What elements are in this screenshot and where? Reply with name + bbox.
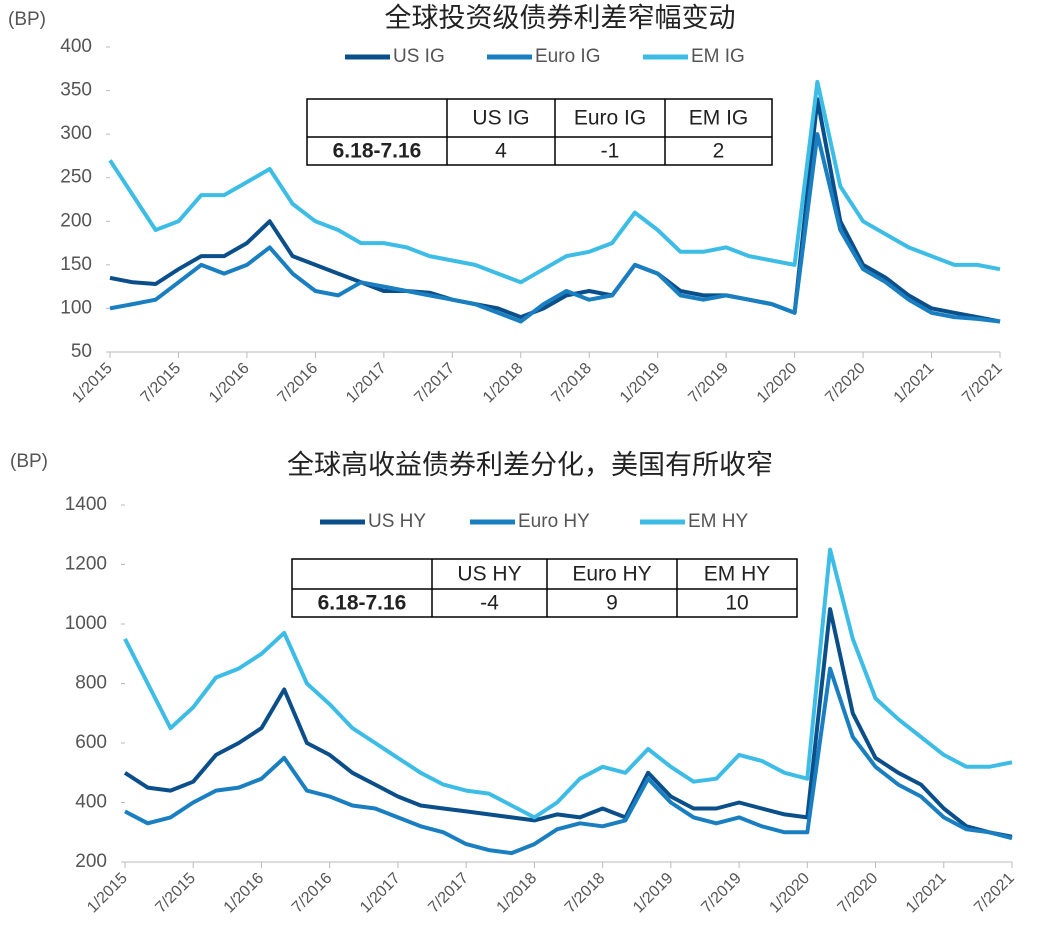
y-tick-label: 200 — [60, 210, 92, 231]
x-tick-label: 7/2015 — [152, 870, 199, 917]
x-tick-label: 1/2018 — [494, 870, 541, 917]
y-tick-label: 300 — [60, 123, 92, 144]
x-tick-label: 7/2021 — [971, 870, 1018, 917]
series-line — [109, 132, 1001, 324]
x-tick-label: 1/2017 — [357, 870, 404, 917]
y-tick-label: 350 — [60, 80, 92, 101]
y-axis-label: (BP) — [8, 9, 46, 30]
y-tick-label: 400 — [60, 36, 92, 57]
y-tick-label: 200 — [75, 851, 107, 872]
series-line — [109, 97, 1001, 324]
x-tick-label: 7/2018 — [548, 360, 595, 407]
x-tick-label: 7/2016 — [289, 870, 336, 917]
y-tick-label: 100 — [60, 297, 92, 318]
x-tick-label: 1/2018 — [480, 360, 527, 407]
series-line — [123, 547, 1013, 820]
legend-label: EM IG — [691, 46, 745, 67]
x-tick-label: 1/2020 — [766, 870, 813, 917]
table-header: EM HY — [704, 563, 771, 586]
table-header: EM IG — [689, 107, 749, 130]
table-row-label: 6.18-7.16 — [318, 592, 407, 615]
x-tick-label: 7/2019 — [685, 360, 732, 407]
chart-title: 全球投资级债券利差窄幅变动 — [385, 3, 736, 33]
legend-label: US IG — [393, 46, 445, 67]
x-tick-label: 1/2019 — [630, 870, 677, 917]
x-tick-label: 1/2015 — [84, 870, 131, 917]
table-row-label: 6.18-7.16 — [333, 140, 422, 163]
y-tick-label: 150 — [60, 254, 92, 275]
series-line — [123, 607, 1013, 839]
x-tick-label: 7/2021 — [959, 360, 1006, 407]
x-tick-label: 1/2015 — [69, 360, 116, 407]
x-tick-label: 7/2019 — [698, 870, 745, 917]
y-tick-label: 400 — [75, 792, 107, 813]
y-tick-label: 1400 — [65, 494, 107, 515]
y-tick-label: 800 — [75, 673, 107, 694]
x-tick-label: 1/2021 — [891, 360, 938, 407]
y-axis-label: (BP) — [10, 451, 48, 472]
legend-label: US HY — [368, 511, 426, 532]
x-tick-label: 1/2016 — [206, 360, 253, 407]
table-frame — [306, 98, 773, 166]
x-tick-label: 1/2019 — [617, 360, 664, 407]
table-cell: 10 — [725, 592, 748, 615]
x-tick-label: 7/2015 — [138, 360, 185, 407]
x-tick-label: 7/2017 — [411, 360, 458, 407]
x-tick-label: 7/2020 — [822, 360, 869, 407]
x-tick-label: 1/2021 — [903, 870, 950, 917]
x-tick-label: 7/2020 — [835, 870, 882, 917]
chart-title: 全球高收益债券利差分化，美国有所收窄 — [287, 450, 773, 480]
x-tick-label: 1/2020 — [754, 360, 801, 407]
table-cell: -4 — [480, 592, 499, 615]
table-header: Euro IG — [574, 107, 646, 130]
y-tick-label: 1200 — [65, 554, 107, 575]
x-tick-label: 7/2017 — [425, 870, 472, 917]
y-tick-label: 50 — [71, 341, 92, 362]
table-frame — [291, 558, 798, 618]
legend-label: EM HY — [688, 511, 749, 532]
x-tick-label: 7/2016 — [275, 360, 322, 407]
table-header: US IG — [472, 107, 529, 130]
x-tick-label: 1/2016 — [221, 870, 268, 917]
x-tick-label: 7/2018 — [562, 870, 609, 917]
table-cell: -1 — [601, 140, 620, 163]
legend-label: Euro IG — [535, 46, 600, 67]
y-tick-label: 250 — [60, 167, 92, 188]
table-cell: 4 — [495, 140, 507, 163]
table-header: Euro HY — [572, 563, 651, 586]
table-header: US HY — [457, 563, 521, 586]
table-cell: 2 — [713, 140, 725, 163]
legend-label: Euro HY — [518, 511, 590, 532]
y-tick-label: 1000 — [65, 613, 107, 634]
x-tick-label: 1/2017 — [343, 360, 390, 407]
series-line — [108, 79, 1001, 285]
y-tick-label: 600 — [75, 732, 107, 753]
series-line — [124, 666, 1013, 856]
table-cell: 9 — [606, 592, 618, 615]
